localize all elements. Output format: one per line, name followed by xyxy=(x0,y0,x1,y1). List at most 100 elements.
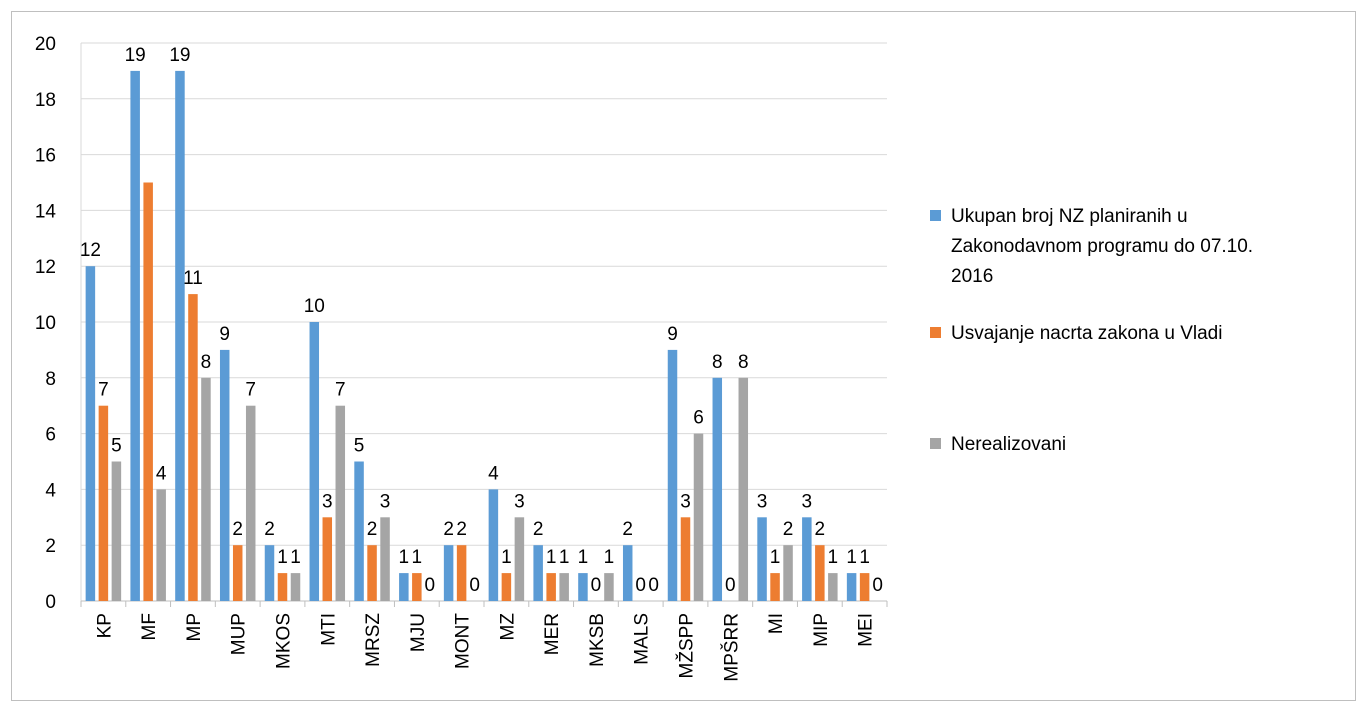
bar-2-MONT xyxy=(456,545,467,601)
bar-2-MER xyxy=(546,573,556,601)
bar-1-MZ xyxy=(488,489,499,601)
data-label-2-MPŠRR: 0 xyxy=(725,575,736,596)
y-tick-label-2: 2 xyxy=(45,536,56,557)
y-tick-label-10: 10 xyxy=(35,313,56,334)
data-label-2-KP: 7 xyxy=(98,380,109,401)
bar-2-MI xyxy=(770,573,780,601)
x-tick-label-MRSZ: MRSZ xyxy=(363,613,384,667)
bar-2-MEI xyxy=(859,573,870,601)
legend-label-3-line-1: Nerealizovani xyxy=(951,434,1066,455)
bar-3-MZ xyxy=(514,517,525,601)
bar-2-MF xyxy=(143,182,153,601)
data-label-2-MZ: 1 xyxy=(501,547,512,568)
data-label-3-MONT: 0 xyxy=(469,575,480,596)
data-label-1-MP: 19 xyxy=(169,45,190,66)
data-label-2-MTI: 3 xyxy=(322,491,333,512)
data-label-1-MKSB: 1 xyxy=(578,547,589,568)
bar-1-MUP xyxy=(219,349,230,601)
x-tick-label-MP: MP xyxy=(184,613,205,642)
data-label-2-MI: 1 xyxy=(770,547,781,568)
data-label-3-KP: 5 xyxy=(111,436,122,457)
legend-swatch-2 xyxy=(930,327,941,338)
y-tick-label-8: 8 xyxy=(45,369,56,390)
bar-3-MER xyxy=(559,573,569,601)
bar-2-MKOS xyxy=(277,573,288,601)
data-label-3-MI: 2 xyxy=(783,519,794,540)
data-label-3-MKSB: 1 xyxy=(604,547,615,568)
bar-3-MIP xyxy=(828,573,838,601)
data-label-1-MEI: 1 xyxy=(846,547,857,568)
bar-1-MKSB xyxy=(578,573,588,601)
data-label-2-MP: 11 xyxy=(183,268,203,289)
bar-1-MIP xyxy=(802,517,812,601)
y-tick-label-16: 16 xyxy=(35,146,56,167)
bar-3-MKOS xyxy=(290,573,301,601)
y-tick-label-14: 14 xyxy=(35,201,57,222)
y-tick-label-4: 4 xyxy=(45,480,56,501)
y-tick-label-6: 6 xyxy=(45,425,56,446)
data-label-2-MEI: 1 xyxy=(859,547,870,568)
bar-1-MI xyxy=(757,517,767,601)
data-label-3-MJU: 0 xyxy=(425,575,436,596)
bar-2-MTI xyxy=(322,517,333,601)
data-label-1-MALS: 2 xyxy=(622,519,633,540)
bar-1-MF xyxy=(130,70,140,601)
bar-3-KP xyxy=(111,461,122,601)
data-label-1-MRSZ: 5 xyxy=(354,436,365,457)
legend-label-1-line-1: Ukupan broj NZ planiranih u xyxy=(951,206,1188,227)
data-label-1-MTI: 10 xyxy=(304,296,325,317)
bar-1-MER xyxy=(533,545,543,601)
data-label-2-MONT: 2 xyxy=(456,519,467,540)
data-label-1-MŽSPP: 9 xyxy=(667,324,678,345)
bar-2-MUP xyxy=(232,545,243,601)
x-tick-label-MER: MER xyxy=(542,613,563,655)
bar-3-MUP xyxy=(245,405,256,601)
bar-2-MP xyxy=(188,294,198,601)
bar-2-MŽSPP xyxy=(680,517,691,601)
bar-2-MJU xyxy=(412,573,422,601)
x-tick-label-MJU: MJU xyxy=(408,613,429,652)
bar-3-MTI xyxy=(335,405,346,601)
bar-1-MJU xyxy=(399,573,409,601)
bar-2-KP xyxy=(98,405,109,601)
x-tick-label-MKSB: MKSB xyxy=(587,613,608,667)
data-label-1-MKOS: 2 xyxy=(264,519,275,540)
bar-3-MF xyxy=(156,489,166,601)
x-tick-label-MIP: MIP xyxy=(811,613,832,647)
bar-1-MALS xyxy=(622,545,633,601)
data-label-3-MP: 8 xyxy=(201,352,212,373)
data-label-1-MF: 19 xyxy=(125,45,146,66)
data-label-3-MEI: 0 xyxy=(872,575,883,596)
data-label-3-MF: 4 xyxy=(156,463,167,484)
y-tick-label-0: 0 xyxy=(45,592,56,613)
bar-3-MI xyxy=(783,545,793,601)
y-tick-label-18: 18 xyxy=(35,90,56,111)
data-label-1-MJU: 1 xyxy=(399,547,410,568)
bar-2-MRSZ xyxy=(367,545,377,601)
data-label-3-MŽSPP: 6 xyxy=(693,408,704,429)
bar-3-MKSB xyxy=(604,573,614,601)
data-label-2-MŽSPP: 3 xyxy=(680,491,691,512)
bar-1-MŽSPP xyxy=(667,349,678,601)
legend-label-2-line-1: Usvajanje nacrta zakona u Vladi xyxy=(951,323,1222,344)
data-label-2-MUP: 2 xyxy=(232,519,243,540)
data-label-1-KP: 12 xyxy=(80,240,101,261)
legend-swatch-1 xyxy=(930,210,941,221)
x-tick-label-MPŠRR: MPŠRR xyxy=(720,613,742,682)
data-label-1-MONT: 2 xyxy=(443,519,454,540)
bar-1-MRSZ xyxy=(354,461,364,601)
x-tick-label-MEI: MEI xyxy=(856,613,877,647)
bar-3-MRSZ xyxy=(380,517,390,601)
bar-3-MPŠRR xyxy=(738,377,749,601)
x-tick-label-MI: MI xyxy=(766,613,787,634)
data-label-3-MPŠRR: 8 xyxy=(738,352,749,373)
x-tick-label-MTI: MTI xyxy=(318,613,339,646)
bar-3-MŽSPP xyxy=(693,433,704,601)
x-tick-label-MUP: MUP xyxy=(229,613,250,655)
data-label-3-MER: 1 xyxy=(559,547,570,568)
data-label-3-MTI: 7 xyxy=(335,380,346,401)
data-label-3-MZ: 3 xyxy=(514,491,525,512)
data-label-2-MKSB: 0 xyxy=(591,575,602,596)
data-label-2-MER: 1 xyxy=(546,547,557,568)
x-tick-label-MF: MF xyxy=(139,613,160,640)
